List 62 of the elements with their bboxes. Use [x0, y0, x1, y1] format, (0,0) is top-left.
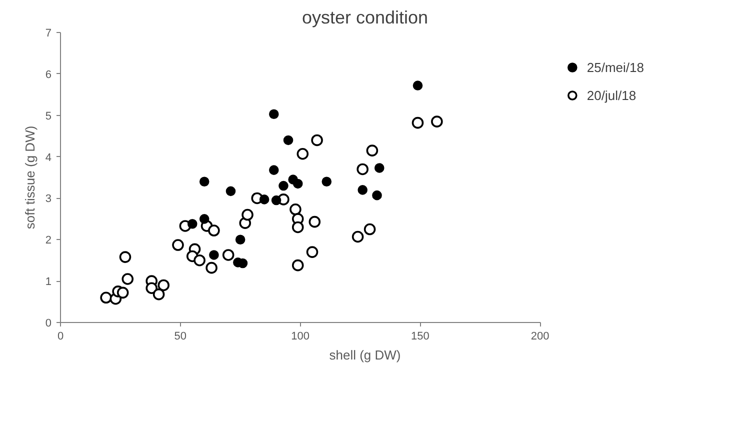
- point: [209, 250, 219, 260]
- point: [290, 204, 302, 216]
- point: [374, 163, 384, 173]
- point: [358, 185, 368, 195]
- point: [152, 288, 165, 300]
- point: [292, 259, 304, 272]
- y-axis-title: soft tissue (g DW): [22, 126, 38, 230]
- point: [208, 224, 220, 236]
- point: [364, 223, 376, 236]
- point: [431, 116, 443, 128]
- point: [311, 134, 323, 146]
- chart-title: oyster condition: [302, 8, 428, 28]
- x-axis-title: shell (g DW): [329, 348, 401, 362]
- legend-label: 25/mei/18: [586, 60, 644, 74]
- point: [412, 116, 424, 129]
- point: [242, 208, 254, 221]
- point: [356, 163, 368, 176]
- point: [322, 176, 332, 187]
- y-tick-label: 3: [45, 193, 52, 206]
- point: [306, 246, 318, 258]
- point: [187, 219, 198, 229]
- x-tick-label: 0: [57, 330, 64, 342]
- x-tick-label: 150: [410, 330, 430, 342]
- point: [296, 148, 309, 160]
- y-tick-label: 5: [45, 110, 52, 122]
- point: [158, 279, 170, 292]
- y-tick-label: 2: [45, 234, 52, 247]
- point: [283, 135, 294, 146]
- point: [235, 234, 246, 245]
- y-tick-label: 6: [45, 68, 52, 81]
- point: [366, 144, 378, 156]
- point: [372, 190, 382, 200]
- point: [308, 216, 321, 228]
- y-tick-label: 1: [45, 276, 52, 288]
- point: [146, 282, 158, 294]
- point: [412, 80, 423, 90]
- point: [172, 239, 184, 251]
- point: [352, 230, 364, 243]
- x-tick-label: 50: [174, 330, 187, 342]
- point: [292, 178, 303, 189]
- point: [226, 186, 236, 196]
- point: [206, 262, 218, 274]
- y-tick-label: 4: [45, 152, 52, 164]
- point: [292, 221, 304, 234]
- point: [116, 286, 129, 299]
- point: [100, 292, 112, 304]
- point: [199, 176, 210, 187]
- point: [278, 180, 288, 191]
- x-tick-label: 200: [530, 330, 550, 342]
- legend-label: 20/jul/18: [586, 88, 636, 102]
- point: [222, 249, 234, 261]
- point: [271, 195, 282, 206]
- point: [122, 273, 134, 285]
- y-tick-label: 7: [45, 28, 52, 40]
- x-tick-label: 100: [291, 330, 310, 342]
- point: [119, 251, 132, 263]
- point: [194, 254, 206, 266]
- point: [259, 194, 270, 204]
- y-tick-label: 0: [45, 318, 52, 330]
- point: [268, 165, 279, 175]
- point: [199, 214, 210, 224]
- point: [268, 109, 279, 120]
